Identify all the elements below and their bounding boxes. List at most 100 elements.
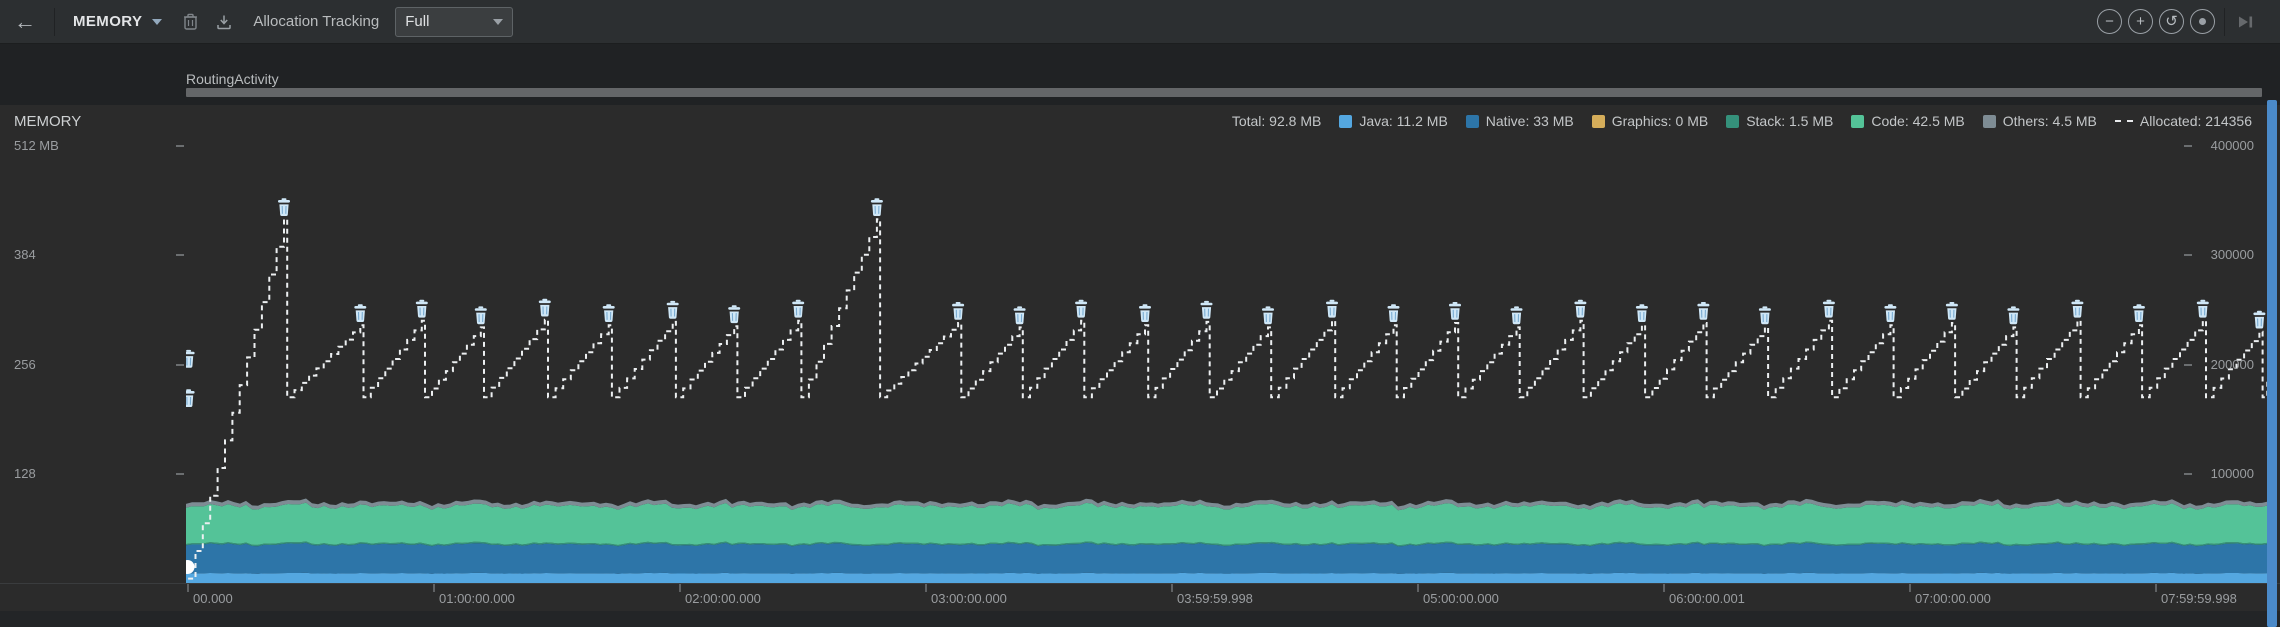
legend-label: Total: 92.8 MB — [1231, 113, 1322, 129]
y-axis-right-label: 100000 — [2210, 465, 2254, 481]
java-swatch-icon — [1339, 114, 1353, 128]
profiler-type-label: MEMORY — [73, 13, 143, 30]
capture-export-button[interactable] — [216, 14, 232, 30]
gc-event-icon — [1574, 299, 1587, 318]
attach-to-live-button[interactable] — [2190, 9, 2215, 34]
memory-area-code — [186, 502, 2268, 546]
gc-event-icon — [1449, 302, 1461, 320]
gc-event-icon — [1884, 304, 1897, 323]
memory-area-native — [186, 542, 2268, 574]
others-swatch-icon — [1982, 114, 1996, 128]
legend-item-stack: Stack: 1.5 MB — [1726, 113, 1833, 129]
x-axis-tick — [679, 584, 681, 592]
y-axis-right-label: 200000 — [2210, 356, 2254, 372]
y-axis-right-tick — [2184, 363, 2192, 366]
reset-zoom-button[interactable]: ↺ — [2159, 9, 2184, 34]
force-gc-button[interactable] — [183, 13, 198, 30]
zoom-out-icon: − — [2105, 13, 2114, 30]
legend-label: Native: 33 MB — [1485, 113, 1574, 129]
x-axis-label: 07:59:59.998 — [2161, 591, 2237, 606]
y-axis-left-tick — [176, 472, 184, 475]
chart-title: MEMORY — [14, 113, 82, 130]
x-axis-tick — [1909, 584, 1911, 592]
gc-event-icon — [952, 302, 965, 320]
y-axis-left-tick — [176, 254, 184, 257]
memory-area-others — [186, 498, 2268, 511]
profiler-type-dropdown[interactable]: MEMORY — [61, 7, 174, 36]
x-axis-tick — [433, 584, 435, 592]
toolbar: ← MEMORY Allocation Tracking Ful — [0, 0, 2280, 44]
legend-label: Stack: 1.5 MB — [1746, 113, 1834, 129]
legend-item-code: Code: 42.5 MB — [1851, 113, 1965, 129]
x-axis-tick — [2155, 584, 2157, 592]
gc-event-icon — [1013, 306, 1026, 325]
toolbar-separator — [2224, 7, 2225, 36]
attach-to-live-icon — [2199, 18, 2206, 25]
go-to-live-button[interactable] — [2237, 14, 2254, 30]
chart-region: MEMORY Total: 92.8 MB — [0, 105, 2280, 583]
tracking-mode-value: Full — [405, 13, 430, 30]
x-axis-tick — [1663, 584, 1665, 592]
zoom-out-button[interactable]: − — [2097, 9, 2122, 34]
y-axis-right-tick — [2184, 254, 2192, 257]
gc-event-icon — [870, 198, 883, 217]
x-axis-label: 03:59:59.998 — [1177, 591, 1253, 606]
x-axis-label: 07:00:00.000 — [1915, 591, 1991, 606]
x-axis-label: 00.000 — [193, 591, 233, 606]
y-axis-left-label: 512 MB — [14, 138, 59, 153]
zoom-in-button[interactable]: + — [2128, 9, 2153, 34]
legend-item-total: Total: 92.8 MB — [1232, 113, 1322, 129]
legend-item-native: Native: 33 MB — [1465, 113, 1574, 129]
y-axis-right-label: 400000 — [2210, 138, 2254, 153]
allocation-tracking-label: Allocation Tracking — [253, 13, 380, 30]
gc-event-icon — [1326, 299, 1338, 318]
gc-event-icon — [1075, 299, 1088, 318]
gc-event-icon — [538, 298, 551, 317]
x-axis-label: 05:00:00.000 — [1423, 591, 1499, 606]
trash-icon — [184, 13, 198, 30]
gc-event-icon — [2132, 304, 2145, 323]
memory-area-stack — [186, 541, 2268, 547]
activity-lifetime-bar[interactable] — [186, 88, 2262, 97]
legend-label: Others: 4.5 MB — [2002, 113, 2097, 129]
x-axis-label: 03:00:00.000 — [931, 591, 1007, 606]
gc-event-icon — [1262, 306, 1274, 325]
bottom-strip — [0, 611, 2280, 627]
code-swatch-icon — [1851, 114, 1865, 128]
gc-event-icon — [1945, 302, 1958, 320]
gc-event-icon — [602, 304, 615, 323]
gc-event-icon — [278, 198, 290, 217]
y-axis-right-label: 300000 — [2210, 247, 2254, 263]
gc-event-icon — [666, 300, 679, 319]
stack-swatch-icon — [1726, 114, 1740, 128]
skip-to-end-icon — [2239, 16, 2253, 27]
gc-event-icon — [2196, 299, 2209, 318]
toolbar-separator — [54, 7, 55, 36]
legend-label: Graphics: 0 MB — [1611, 113, 1709, 129]
allocated-line — [188, 218, 2268, 580]
gc-event-icon — [1697, 302, 1710, 320]
gc-event-icon — [1510, 306, 1523, 325]
memory-chart-svg[interactable] — [186, 105, 2268, 583]
allocated-dash-icon — [2114, 120, 2133, 122]
y-axis-left-label: 256 — [14, 356, 36, 372]
tracking-mode-dropdown[interactable]: Full — [395, 6, 514, 37]
x-axis-label: 01:00:00.000 — [439, 591, 515, 606]
graphics-swatch-icon — [1591, 114, 1605, 128]
gc-event-icon — [2071, 299, 2084, 318]
legend-item-java: Java: 11.2 MB — [1339, 113, 1448, 129]
gc-event-icon — [354, 304, 367, 323]
legend-label: Allocated: 214356 — [2139, 113, 2252, 129]
back-button[interactable]: ← — [14, 10, 36, 33]
legend-item-graphics: Graphics: 0 MB — [1591, 113, 1709, 129]
legend-item-others: Others: 4.5 MB — [1982, 113, 2097, 129]
legend-label: Code: 42.5 MB — [1871, 113, 1965, 129]
legend: Total: 92.8 MB Java: 11.2 MB Native: 33 MB… — [1232, 113, 2252, 129]
gc-event-icon — [1139, 304, 1151, 323]
y-axis-right-tick — [2184, 472, 2192, 475]
live-position-bar[interactable] — [2267, 100, 2277, 627]
chevron-down-icon — [152, 18, 163, 25]
gc-event-icon — [2253, 310, 2266, 329]
x-axis-tick — [1417, 584, 1419, 592]
